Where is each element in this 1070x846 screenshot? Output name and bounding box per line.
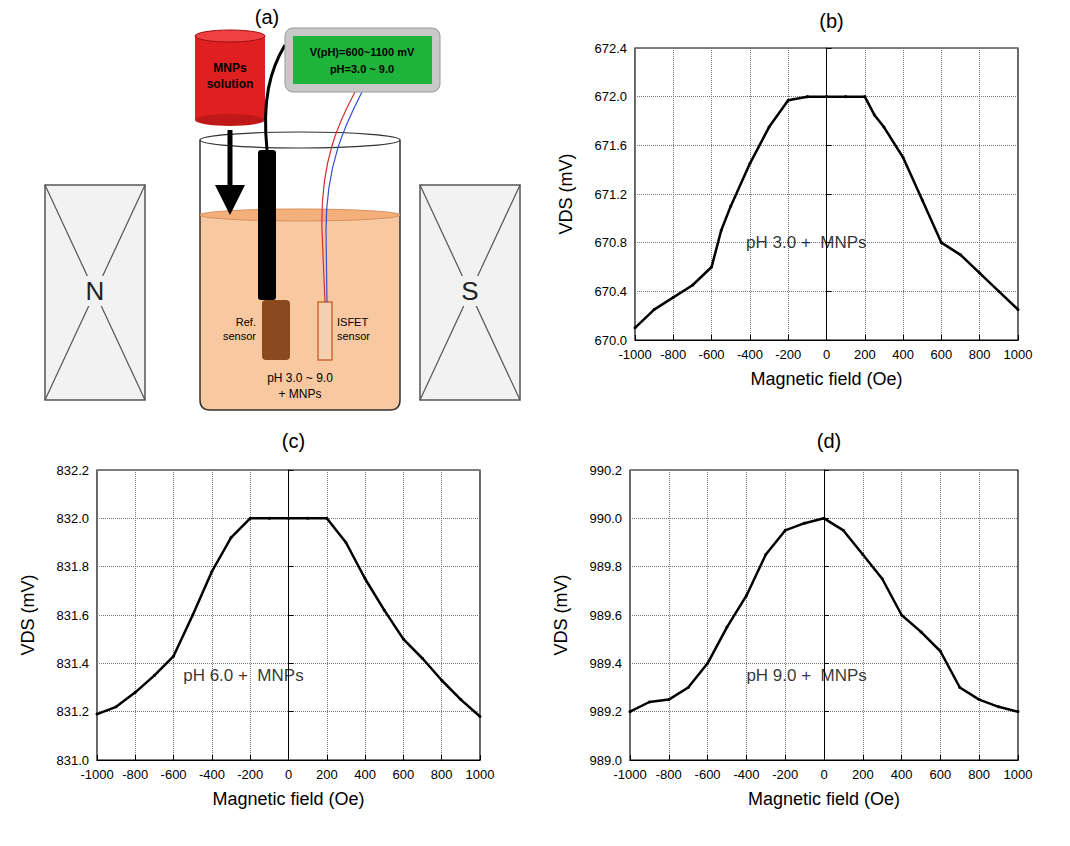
svg-text:ISFET: ISFET [337, 316, 368, 328]
svg-text:Ref.: Ref. [236, 316, 256, 328]
svg-text:N: N [86, 276, 105, 306]
svg-text:Magnetic field (Oe): Magnetic field (Oe) [748, 789, 900, 809]
svg-text:600: 600 [930, 767, 952, 782]
svg-text:0: 0 [823, 347, 830, 362]
svg-text:(d): (d) [817, 430, 841, 452]
svg-text:-800: -800 [656, 767, 682, 782]
svg-text:VDS (mV): VDS (mV) [556, 154, 576, 235]
svg-text:pH=3.0 ~ 9.0: pH=3.0 ~ 9.0 [330, 63, 394, 75]
svg-text:400: 400 [354, 767, 376, 782]
svg-text:831.2: 831.2 [56, 704, 89, 719]
svg-text:989.0: 989.0 [589, 753, 622, 768]
svg-text:Magnetic field (Oe): Magnetic field (Oe) [750, 369, 902, 389]
svg-text:989.4: 989.4 [589, 656, 622, 671]
svg-text:831.6: 831.6 [56, 608, 89, 623]
svg-text:800: 800 [968, 767, 990, 782]
svg-text:1000: 1000 [1004, 347, 1033, 362]
svg-text:800: 800 [969, 347, 991, 362]
svg-text:sensor: sensor [337, 330, 370, 342]
svg-text:-200: -200 [772, 767, 798, 782]
svg-text:(c): (c) [282, 430, 305, 452]
svg-text:990.2: 990.2 [589, 463, 622, 478]
svg-text:VDS (mV): VDS (mV) [18, 575, 38, 656]
svg-text:solution: solution [207, 77, 254, 91]
svg-text:-1000: -1000 [618, 347, 651, 362]
svg-text:670.0: 670.0 [594, 333, 627, 348]
svg-text:832.2: 832.2 [56, 463, 89, 478]
svg-text:800: 800 [431, 767, 453, 782]
svg-text:600: 600 [931, 347, 953, 362]
svg-text:990.0: 990.0 [589, 511, 622, 526]
svg-text:-600: -600 [699, 347, 725, 362]
svg-text:989.2: 989.2 [589, 704, 622, 719]
svg-text:pH 3.0 ~ 9.0: pH 3.0 ~ 9.0 [267, 371, 333, 385]
svg-text:S: S [461, 276, 478, 306]
svg-text:(b): (b) [819, 10, 843, 32]
svg-text:-1000: -1000 [613, 767, 646, 782]
svg-text:pH 3.0 + MNPs: pH 3.0 + MNPs [746, 233, 866, 252]
svg-text:VDS (mV): VDS (mV) [551, 575, 571, 656]
svg-text:MNPs: MNPs [213, 61, 247, 75]
svg-text:(a): (a) [255, 6, 279, 28]
svg-text:0: 0 [285, 767, 292, 782]
svg-text:831.0: 831.0 [56, 753, 89, 768]
svg-text:sensor: sensor [223, 330, 256, 342]
svg-text:V(pH)=600~1100 mV: V(pH)=600~1100 mV [310, 46, 415, 58]
svg-text:-800: -800 [660, 347, 686, 362]
svg-text:672.0: 672.0 [594, 89, 627, 104]
svg-text:832.0: 832.0 [56, 511, 89, 526]
svg-text:0: 0 [820, 767, 827, 782]
svg-text:Magnetic field (Oe): Magnetic field (Oe) [212, 789, 364, 809]
svg-text:671.2: 671.2 [594, 187, 627, 202]
svg-text:200: 200 [854, 347, 876, 362]
svg-text:pH 6.0 + MNPs: pH 6.0 + MNPs [183, 666, 303, 685]
svg-text:831.8: 831.8 [56, 559, 89, 574]
svg-text:400: 400 [891, 767, 913, 782]
svg-text:989.8: 989.8 [589, 559, 622, 574]
svg-text:400: 400 [892, 347, 914, 362]
svg-text:670.4: 670.4 [594, 284, 627, 299]
svg-text:pH 9.0 + MNPs: pH 9.0 + MNPs [746, 666, 866, 685]
svg-text:671.6: 671.6 [594, 138, 627, 153]
svg-text:-200: -200 [237, 767, 263, 782]
svg-text:1000: 1000 [1004, 767, 1033, 782]
svg-text:+ MNPs: + MNPs [278, 387, 321, 401]
svg-text:670.8: 670.8 [594, 235, 627, 250]
svg-text:1000: 1000 [466, 767, 495, 782]
svg-text:672.4: 672.4 [594, 41, 627, 56]
svg-text:831.4: 831.4 [56, 656, 89, 671]
svg-text:-400: -400 [737, 347, 763, 362]
svg-text:-600: -600 [161, 767, 187, 782]
svg-text:600: 600 [393, 767, 415, 782]
svg-text:200: 200 [852, 767, 874, 782]
svg-text:200: 200 [316, 767, 338, 782]
svg-text:-1000: -1000 [80, 767, 113, 782]
svg-text:-400: -400 [199, 767, 225, 782]
svg-text:-400: -400 [733, 767, 759, 782]
svg-text:-800: -800 [122, 767, 148, 782]
svg-text:989.6: 989.6 [589, 608, 622, 623]
svg-text:-600: -600 [695, 767, 721, 782]
svg-text:-200: -200 [775, 347, 801, 362]
